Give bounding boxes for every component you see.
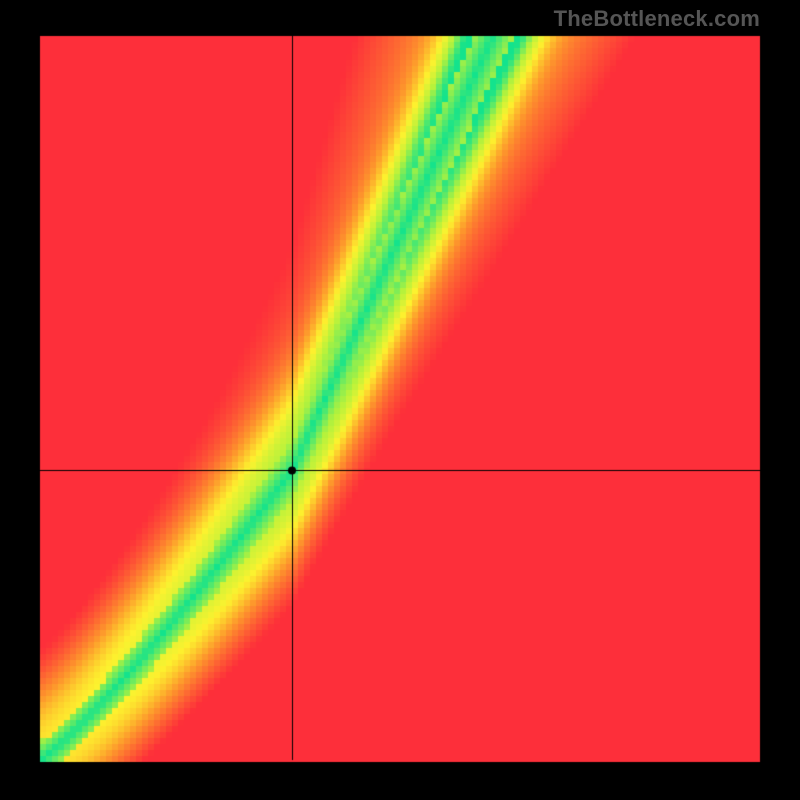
chart-container: TheBottleneck.com xyxy=(0,0,800,800)
watermark-text: TheBottleneck.com xyxy=(554,6,760,32)
heatmap-canvas xyxy=(0,0,800,800)
